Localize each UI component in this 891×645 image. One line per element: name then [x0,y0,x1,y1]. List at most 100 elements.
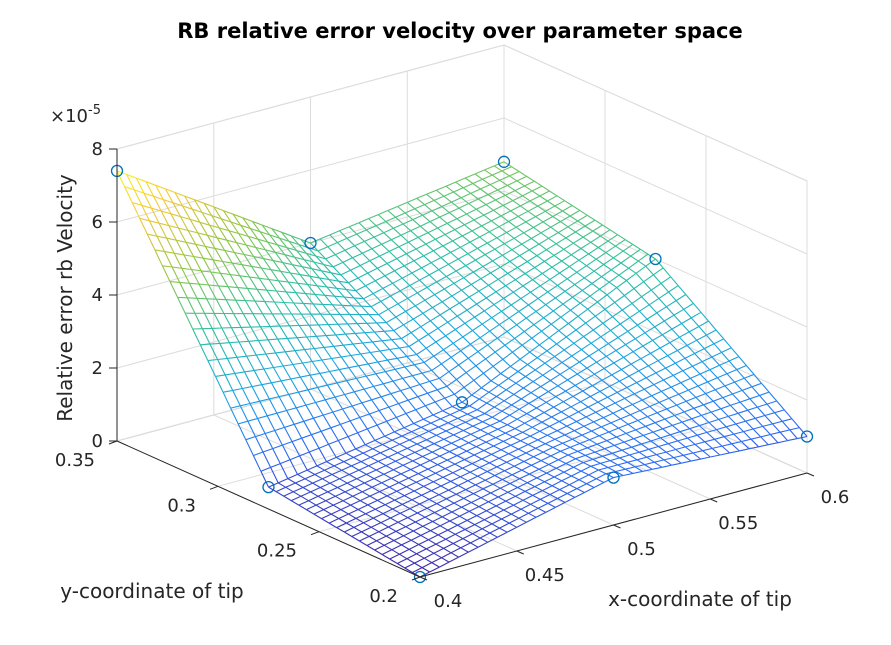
mesh-segment [561,411,570,418]
mesh-segment [331,474,340,480]
mesh-segment [477,541,488,548]
mesh-segment [466,213,475,221]
mesh-segment [178,227,189,232]
mesh-segment [584,270,595,279]
mesh-segment [451,506,462,513]
mesh-segment [575,329,584,338]
mesh-segment [685,446,694,454]
mesh-segment [646,312,658,320]
mesh-segment [277,482,287,488]
mesh-segment [251,221,261,233]
mesh-segment [414,364,423,374]
mesh-segment [193,199,203,213]
mesh-segment [597,401,606,409]
mesh-segment [250,227,261,233]
mesh-segment [139,218,148,235]
mesh-segment [457,485,467,491]
mesh-segment [249,276,258,290]
mesh-segment [667,443,677,450]
mesh-segment [477,198,487,206]
mesh-segment [688,389,697,398]
mesh-segment [750,436,761,440]
mesh-segment [170,213,181,218]
mesh-segment [207,358,218,362]
mesh-segment [663,379,672,388]
mesh-segment [569,215,579,222]
mesh-segment [414,361,425,366]
z-grid-line [116,44,808,182]
mesh-segment [335,334,344,346]
mesh-segment [442,476,451,482]
mesh-segment [713,338,724,345]
mesh-segment [334,393,345,398]
mesh-segment [402,503,411,510]
mesh-segment [281,444,291,460]
mesh-segment [187,297,198,299]
mesh-segment [706,429,717,433]
mesh-segment [473,266,484,273]
mesh-segment [555,290,566,299]
mesh-segment [298,244,307,254]
mesh-segment [161,265,171,282]
mesh-segment [424,299,433,308]
mesh-segment [483,365,494,374]
mesh-segment [526,255,538,263]
mesh-segment [630,248,641,257]
mesh-segment [404,562,415,569]
mesh-segment [624,288,635,296]
mesh-segment [605,407,614,414]
mesh-segment [415,521,424,527]
mesh-segment [606,287,618,296]
mesh-segment [394,368,404,379]
mesh-segment [148,220,158,237]
mesh-segment [413,255,424,262]
mesh-segment [674,411,685,417]
mesh-segment [337,323,346,335]
mesh-segment [443,434,454,440]
mesh-segment [217,357,228,361]
mesh-segment [395,526,406,532]
mesh-segment [503,440,512,446]
mesh-segment [647,253,656,260]
mesh-segment [613,356,624,364]
mesh-segment [383,227,394,234]
mesh-segment [336,287,347,291]
mesh-segment [358,314,368,324]
mesh-segment [238,233,247,246]
mesh-segment [493,445,502,451]
mesh-segment [602,322,611,331]
mesh-segment [302,360,313,364]
mesh-segment [659,397,670,403]
mesh-segment [309,372,320,376]
mesh-segment [373,386,382,398]
mesh-segment [505,432,514,438]
mesh-segment [464,459,473,465]
mesh-segment [722,393,733,399]
mesh-segment [404,260,415,267]
mesh-segment [364,241,373,250]
mesh-segment [369,491,380,497]
mesh-segment [479,398,488,404]
mesh-segment [488,284,497,293]
mesh-segment [446,498,455,504]
mesh-segment [547,502,556,508]
mesh-segment [564,290,573,298]
mesh-segment [270,463,281,468]
mesh-segment [516,457,525,462]
mesh-segment [581,283,593,291]
mesh-segment [439,216,448,224]
mesh-segment [589,439,598,445]
mesh-segment [513,285,524,293]
mesh-segment [154,249,163,267]
mesh-segment [253,451,264,457]
mesh-segment [460,471,471,478]
mesh-segment [472,323,483,331]
mesh-segment [608,427,619,433]
mesh-segment [637,260,647,267]
mesh-segment [703,400,714,406]
mesh-segment [560,450,569,456]
mesh-segment [329,369,340,373]
mesh-segment [368,218,377,227]
mesh-segment [501,513,512,520]
mesh-segment [402,223,411,232]
